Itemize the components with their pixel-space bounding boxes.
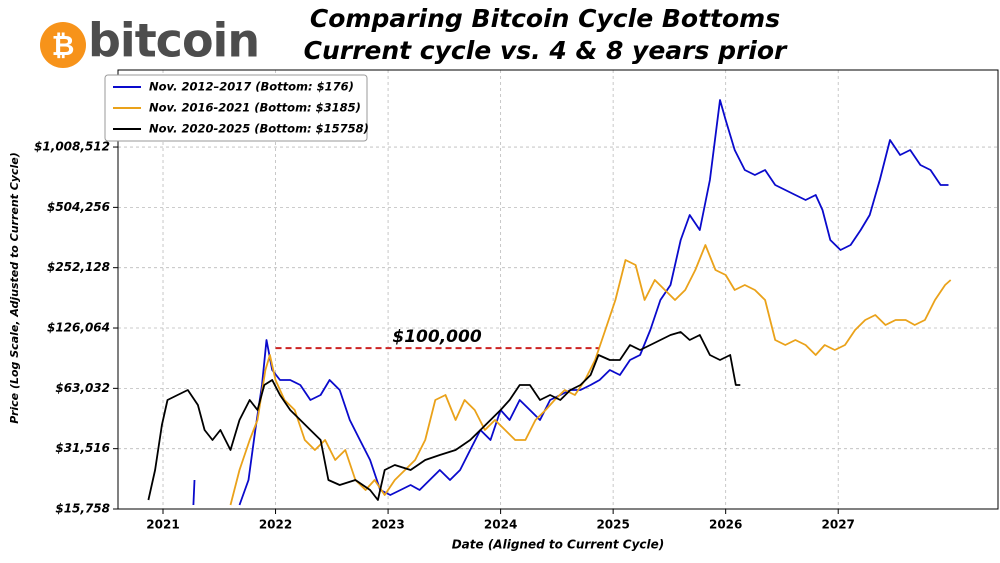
annotation-text: $100,000 [392,327,481,347]
x-axis-label: Date (Aligned to Current Cycle) [452,538,665,552]
logo-text: bitcoin [88,14,259,68]
x-tick-label: 2025 [596,518,629,532]
x-tick-label: 2024 [484,518,517,532]
y-tick-label: $126,064 [47,321,110,335]
legend-label: Nov. 2012–2017 (Bottom: $176) [149,80,354,94]
logo-icon [40,22,86,68]
y-tick-label: $1,008,512 [34,140,110,154]
y-tick-label: $252,128 [47,260,110,274]
y-tick-label: $63,032 [55,381,110,395]
x-tick-label: 2023 [371,518,404,532]
logo-symbol: ₿ [52,29,75,62]
y-axis-label: Price (Log Scale, Adjusted to Current Cy… [8,152,21,424]
legend-label: Nov. 2020-2025 (Bottom: $15758) [149,122,369,136]
y-tick-label: $15,758 [55,502,110,516]
plot-frame [117,69,999,510]
legend-box [104,74,368,142]
series-line [192,99,949,506]
chart-subtitle: Current cycle vs. 4 & 8 years prior [304,36,788,65]
x-tick-label: 2027 [822,518,855,532]
y-tick-label: $31,516 [55,441,110,455]
x-tick-label: 2022 [259,518,292,532]
series-line [147,331,741,501]
x-tick-label: 2026 [709,518,742,532]
chart-title: Comparing Bitcoin Cycle Bottoms [310,4,780,33]
legend-label: Nov. 2016-2021 (Bottom: $3185) [149,101,361,115]
y-tick-label: $504,256 [47,200,110,214]
x-tick-label: 2021 [146,518,179,532]
